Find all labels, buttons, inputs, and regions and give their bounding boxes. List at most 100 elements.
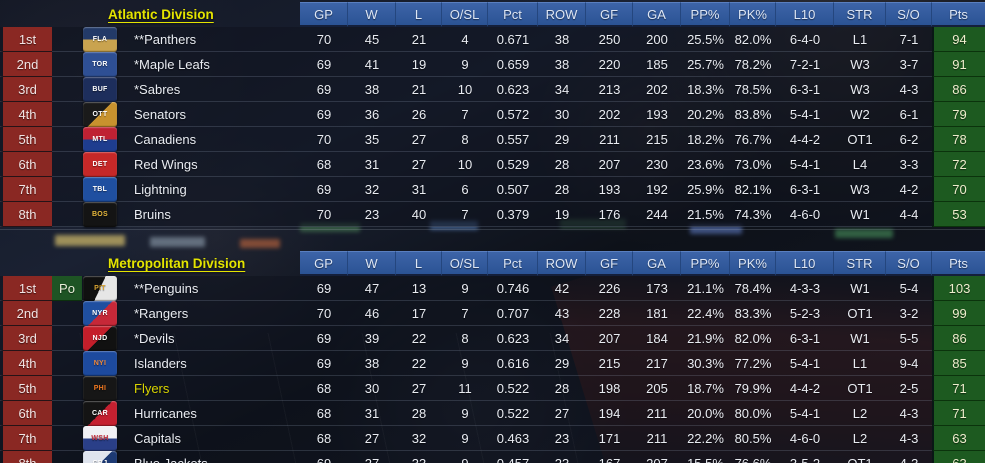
playoff-clinch-badge (52, 202, 82, 227)
column-header-so[interactable]: S/O (886, 2, 932, 27)
column-header-l[interactable]: L (396, 251, 442, 276)
team-name[interactable]: **Panthers (134, 32, 197, 47)
team-row[interactable]: 5th MTL Canadiens 70 35 27 8 0.557 29 211 215 18.2%… (0, 127, 985, 152)
playoff-clinch-badge (52, 177, 82, 202)
column-header-row[interactable]: ROW (538, 2, 586, 27)
points-value: 94 (932, 27, 985, 52)
stat-l10: 6-3-1 (789, 331, 821, 346)
stat-row: 23 (538, 451, 586, 463)
division-title[interactable]: Metropolitan Division (108, 256, 246, 271)
team-name[interactable]: Flyers (134, 381, 170, 396)
column-header-w[interactable]: W (348, 251, 396, 276)
stat-row: 38 (554, 57, 570, 72)
rank-badge: 5th (0, 127, 52, 152)
team-row[interactable]: 7th TBL Lightning 69 32 31 6 0.507 28 193 192 25.9%… (0, 177, 985, 202)
column-header-gf[interactable]: GF (586, 2, 633, 27)
column-header-pct[interactable]: Pct (488, 2, 538, 27)
team-name[interactable]: *Rangers (134, 306, 189, 321)
team-row[interactable]: 2nd TOR *Maple Leafs 69 41 19 9 0.659 38 220 185 25… (0, 52, 985, 77)
stat-gf: 220 (598, 57, 621, 72)
stat-str: L2 (852, 406, 868, 421)
stat-gf: 228 (598, 306, 621, 321)
column-header-pp[interactable]: PP% (681, 251, 730, 276)
team-logo: PHI (83, 376, 117, 401)
column-header-l10[interactable]: L10 (776, 2, 834, 27)
points-value: 53 (932, 202, 985, 227)
team-row[interactable]: 8th BOS Bruins 70 23 40 7 0.379 19 176 244 21.5% 74.… (0, 202, 985, 227)
stat-pct: 0.522 (496, 381, 530, 396)
team-logo-label: NJD (92, 335, 108, 342)
column-header-pts[interactable]: Pts (932, 2, 985, 27)
team-row[interactable]: 3rd NJD *Devils 69 39 22 8 0.623 34 207 184 21.9% 82… (0, 326, 985, 351)
column-header-pct[interactable]: Pct (488, 251, 538, 276)
team-name[interactable]: *Sabres (134, 82, 181, 97)
team-row[interactable]: 4th NYI Islanders 69 38 22 9 0.616 29 215 217 30.3%… (0, 351, 985, 376)
column-header-w[interactable]: W (348, 2, 396, 27)
team-name[interactable]: *Maple Leafs (134, 57, 210, 72)
team-name[interactable]: *Devils (134, 331, 175, 346)
column-header-pk[interactable]: PK% (730, 251, 776, 276)
stat-gf: 167 (586, 451, 633, 463)
column-header-row[interactable]: ROW (538, 251, 586, 276)
stat-row: 30 (554, 107, 570, 122)
team-name[interactable]: Blue Jackets (118, 451, 300, 463)
column-header-ga[interactable]: GA (633, 2, 681, 27)
column-header-l[interactable]: L (396, 2, 442, 27)
team-name[interactable]: Senators (134, 107, 187, 122)
team-row[interactable]: 5th PHI Flyers 68 30 27 11 0.522 28 198 205 18.7% 79… (0, 376, 985, 401)
stat-pp: 25.9% (687, 182, 724, 197)
column-header-ga[interactable]: GA (633, 251, 681, 276)
team-row[interactable]: 3rd BUF *Sabres 69 38 21 10 0.623 34 213 202 18.3% 7… (0, 77, 985, 102)
rank-badge: 8th (0, 451, 52, 463)
playoff-clinch-badge (52, 426, 82, 451)
stat-pk: 78.2% (734, 57, 772, 72)
team-name[interactable]: Red Wings (134, 157, 198, 172)
column-header-osl[interactable]: O/SL (442, 251, 488, 276)
team-name[interactable]: Islanders (134, 356, 187, 371)
team-name[interactable]: **Penguins (134, 281, 199, 296)
stat-gp: 69 (316, 281, 332, 296)
team-row[interactable]: 6th DET Red Wings 68 31 27 10 0.529 28 207 230 23.6… (0, 152, 985, 177)
column-header-str[interactable]: STR (834, 251, 886, 276)
team-name[interactable]: Capitals (134, 431, 181, 446)
team-name[interactable]: Hurricanes (134, 406, 197, 421)
stat-w: 31 (364, 406, 380, 421)
stat-ga: 207 (633, 451, 681, 463)
playoff-clinch-badge: Po (52, 276, 82, 301)
team-row[interactable]: 1st FLA **Panthers 70 45 21 4 0.671 38 250 200 25.5… (0, 27, 985, 52)
team-name[interactable]: Canadiens (134, 132, 197, 147)
column-header-l10[interactable]: L10 (776, 251, 834, 276)
column-header-gp[interactable]: GP (300, 2, 348, 27)
playoff-clinch-badge (52, 326, 82, 351)
column-header-osl[interactable]: O/SL (442, 2, 488, 27)
rank-badge: 2nd (0, 52, 52, 77)
division-title[interactable]: Atlantic Division (108, 7, 214, 22)
stat-pct: 0.707 (496, 306, 530, 321)
column-header-pk[interactable]: PK% (730, 2, 776, 27)
stat-so: 7-1 (899, 32, 919, 47)
division-header-area: Metropolitan Division (0, 251, 300, 276)
stat-pp: 25.5% (687, 32, 724, 47)
stat-w: 45 (364, 32, 380, 47)
team-name[interactable]: Bruins (134, 207, 171, 222)
team-row[interactable]: 7th WSH Capitals 68 27 32 9 0.463 23 171 211 22.2% 8… (0, 426, 985, 451)
team-logo-label: PHI (93, 385, 107, 392)
team-row[interactable]: 4th OTT Senators 69 36 26 7 0.572 30 202 193 20.2% 8… (0, 102, 985, 127)
column-header-gp[interactable]: GP (300, 251, 348, 276)
stat-pk: 80.5% (734, 431, 772, 446)
team-row[interactable]: 8th CBJ Blue Jackets69273390.4572316720715… (0, 451, 985, 463)
stat-row: 23 (554, 431, 570, 446)
column-header-pp[interactable]: PP% (681, 2, 730, 27)
team-row[interactable]: 6th CAR Hurricanes 68 31 28 9 0.522 27 194 211 20.0… (0, 401, 985, 426)
team-name[interactable]: Lightning (134, 182, 187, 197)
stat-str: W1 (850, 281, 870, 296)
column-header-gf[interactable]: GF (586, 251, 633, 276)
playoff-clinch-badge (52, 52, 82, 77)
team-row[interactable]: 1st Po PIT **Penguins 69 47 13 9 0.746 42 226 173 21… (0, 276, 985, 301)
team-logo-label: WSH (91, 435, 109, 442)
column-header-so[interactable]: S/O (886, 251, 932, 276)
column-header-pts[interactable]: Pts (932, 251, 985, 276)
rank-badge: 7th (0, 177, 52, 202)
column-header-str[interactable]: STR (834, 2, 886, 27)
team-row[interactable]: 2nd NYR *Rangers 70 46 17 7 0.707 43 228 181 22.4% 8… (0, 301, 985, 326)
